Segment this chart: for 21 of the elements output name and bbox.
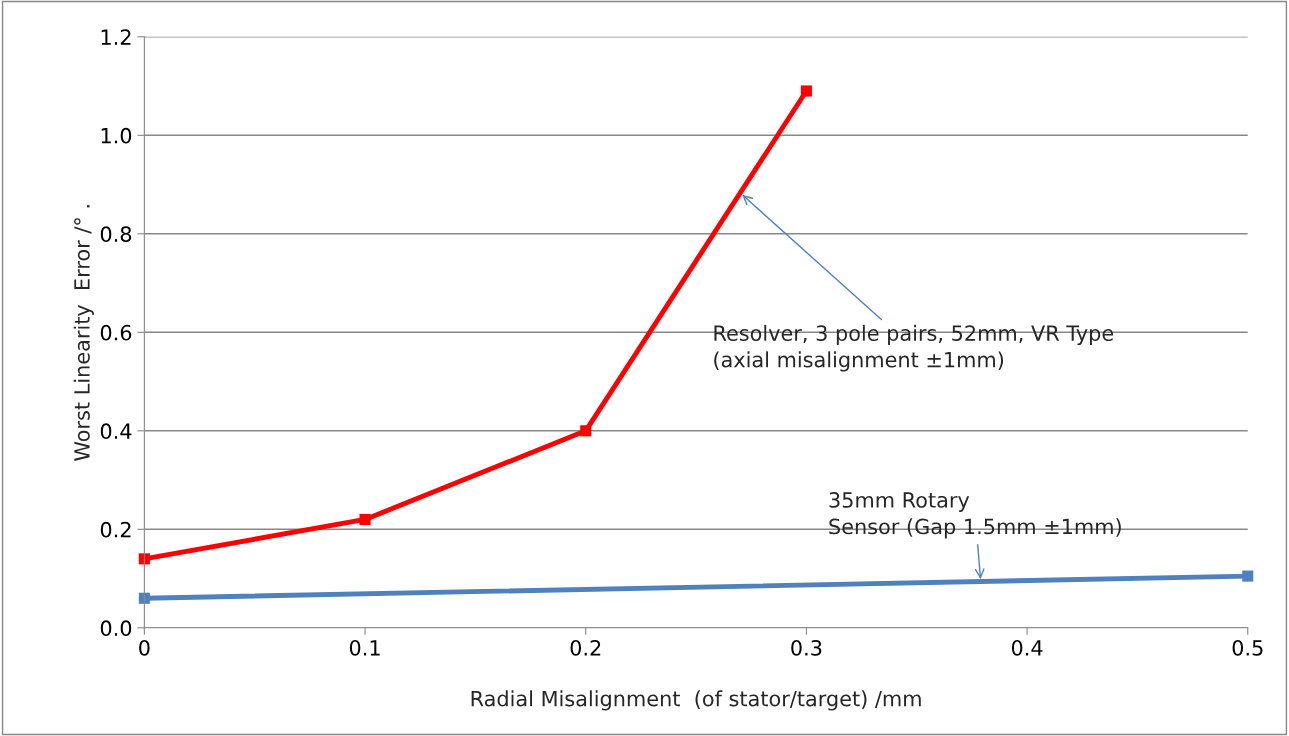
annotation: 35mm Rotary Sensor (Gap 1.5mm ±1mm) (829, 492, 1121, 539)
y-tick-label: 0.8 (100, 226, 132, 243)
point (800, 85, 812, 97)
point (359, 513, 371, 526)
y-axis-title: Worst Linearity Error /° . (73, 205, 94, 461)
y-tick-label: 0.2 (100, 521, 131, 538)
x-tick-label: 0.2 (570, 639, 601, 656)
y-tick-label: 0.0 (100, 620, 132, 637)
x-tick-label: 0.1 (349, 639, 380, 656)
x-axis-title: Radial Misalignment (of stator/target) /mm (471, 690, 921, 711)
x-tick-label: 0.4 (1011, 639, 1043, 656)
x-tick-label: 0 (139, 639, 150, 656)
y-tick-label: 1.0 (101, 127, 132, 144)
y-tick-label: 0.4 (100, 423, 132, 440)
x-tick-label: 0.5 (1232, 639, 1263, 656)
point (1242, 570, 1254, 582)
y-tick-label: 0.6 (100, 324, 132, 341)
x-tick-label: 0.3 (791, 639, 822, 656)
y-tick-label: 1.2 (101, 29, 131, 45)
annotation: Resolver, 3 pole pairs, 52mm, VR Type (axial misalignment ±1mm) (714, 324, 1114, 372)
point (580, 425, 592, 437)
